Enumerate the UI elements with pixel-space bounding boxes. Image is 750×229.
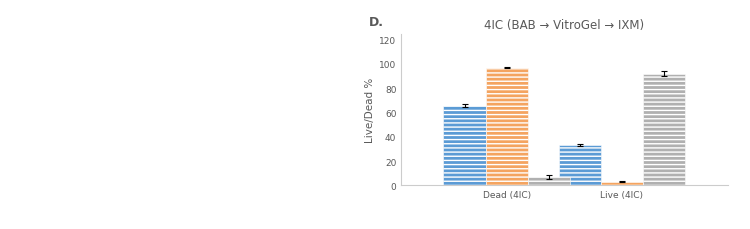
Bar: [443, 106, 486, 185]
Bar: [528, 177, 570, 185]
Y-axis label: Live/Dead %: Live/Dead %: [365, 77, 375, 142]
Text: D.: D.: [369, 16, 384, 29]
Bar: [643, 74, 686, 185]
Bar: [486, 68, 528, 185]
Title: 4IC (BAB → VitroGel → IXM): 4IC (BAB → VitroGel → IXM): [484, 19, 644, 32]
Bar: [559, 146, 601, 185]
Text: B.: B.: [128, 12, 139, 22]
Bar: [601, 182, 643, 185]
Text: A.: A.: [6, 12, 17, 22]
Text: C.: C.: [251, 12, 262, 22]
